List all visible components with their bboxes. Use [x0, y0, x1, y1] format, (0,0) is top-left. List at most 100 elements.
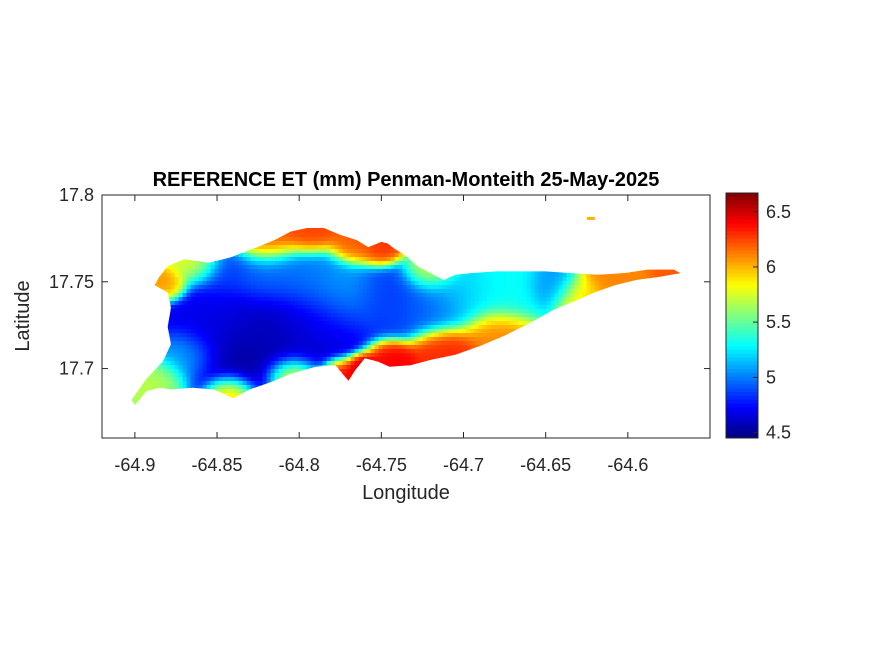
heatmap-cell — [302, 257, 308, 262]
heatmap-cell — [502, 285, 508, 290]
heatmap-cell — [430, 345, 436, 350]
heatmap-cell — [438, 297, 444, 302]
heatmap-cell — [426, 277, 432, 282]
heatmap-cell — [226, 261, 232, 266]
heatmap-cell — [234, 313, 240, 318]
heatmap-cell — [290, 333, 296, 338]
heatmap-cell — [306, 257, 312, 262]
heatmap-cell — [354, 313, 360, 318]
heatmap-cell — [330, 265, 336, 270]
heatmap-cell — [206, 329, 212, 334]
heatmap-cell — [566, 289, 572, 294]
heatmap-cell — [358, 285, 364, 290]
heatmap-cell — [482, 293, 488, 298]
heatmap-cell — [294, 305, 300, 310]
heatmap-cell — [378, 333, 384, 338]
heatmap-cell — [546, 301, 552, 306]
heatmap-cell — [242, 313, 248, 318]
heatmap-cell — [290, 357, 296, 362]
heatmap-cell — [186, 285, 192, 290]
heatmap-cell — [330, 333, 336, 338]
heatmap-cell — [258, 341, 264, 346]
heatmap-cell — [450, 341, 456, 346]
heatmap-cell — [250, 349, 256, 354]
heatmap-cell — [322, 229, 328, 234]
heatmap-cell — [546, 293, 552, 298]
heatmap-cell — [550, 301, 556, 306]
heatmap-cell — [182, 269, 188, 274]
heatmap-cell — [518, 273, 524, 278]
heatmap-cell — [250, 353, 256, 358]
heatmap-cell — [238, 333, 244, 338]
heatmap-cell — [454, 313, 460, 318]
heatmap-cell — [290, 273, 296, 278]
heatmap-cell — [426, 297, 432, 302]
heatmap-cell — [174, 293, 180, 298]
heatmap-cell — [326, 309, 332, 314]
heatmap-cell — [286, 305, 292, 310]
heatmap-cell — [526, 321, 532, 326]
heatmap-cell — [262, 257, 268, 262]
heatmap-cell — [174, 357, 180, 362]
heatmap-cell — [374, 313, 380, 318]
heatmap-cell — [318, 337, 324, 342]
heatmap-cell — [350, 253, 356, 258]
heatmap-cell — [394, 341, 400, 346]
heatmap-cell — [250, 281, 256, 286]
heatmap-cell — [350, 321, 356, 326]
heatmap-cell — [398, 297, 404, 302]
heatmap-cell — [178, 325, 184, 330]
heatmap-cell — [270, 317, 276, 322]
heatmap-cell — [190, 333, 196, 338]
heatmap-cell — [210, 353, 216, 358]
heatmap-cell — [246, 325, 252, 330]
heatmap-cell — [334, 341, 340, 346]
heatmap-cell — [438, 325, 444, 330]
heatmap-cell — [418, 317, 424, 322]
heatmap-cell — [234, 329, 240, 334]
heatmap-cell — [202, 325, 208, 330]
heatmap-cell — [402, 305, 408, 310]
heatmap-cell — [254, 349, 260, 354]
heatmap-cell — [162, 273, 168, 278]
heatmap-cell — [406, 321, 412, 326]
heatmap-cell — [486, 273, 492, 278]
heatmap-cell — [190, 353, 196, 358]
heatmap-cell — [606, 277, 612, 282]
heatmap-cell — [286, 281, 292, 286]
heatmap-cell — [322, 349, 328, 354]
heatmap-cell — [242, 277, 248, 282]
heatmap-cell — [218, 281, 224, 286]
heatmap-cell — [486, 281, 492, 286]
heatmap-cell — [534, 289, 540, 294]
heatmap-cell — [414, 273, 420, 278]
heatmap-cell — [174, 309, 180, 314]
heatmap-cell — [394, 301, 400, 306]
heatmap-cell — [326, 305, 332, 310]
heatmap-cell — [214, 281, 220, 286]
heatmap-cell — [298, 285, 304, 290]
heatmap-cell — [358, 249, 364, 254]
heatmap-cell — [526, 285, 532, 290]
heatmap-cell — [238, 289, 244, 294]
heatmap-cell — [206, 281, 212, 286]
heatmap-cell — [422, 329, 428, 334]
heatmap-cell — [262, 245, 268, 250]
heatmap-cell — [362, 341, 368, 346]
heatmap-cell — [382, 337, 388, 342]
heatmap-cell — [346, 329, 352, 334]
heatmap-cell — [334, 277, 340, 282]
heatmap-cell — [554, 289, 560, 294]
heatmap-cell — [390, 349, 396, 354]
heatmap-cell — [286, 261, 292, 266]
heatmap-cell — [330, 245, 336, 250]
heatmap-cell — [298, 325, 304, 330]
heatmap-cell — [618, 281, 624, 286]
heatmap-cell — [386, 353, 392, 358]
heatmap-cell — [534, 301, 540, 306]
heatmap-cell — [318, 277, 324, 282]
heatmap-cell — [430, 309, 436, 314]
heatmap-cell — [214, 289, 220, 294]
heatmap-cell — [594, 281, 600, 286]
heatmap-cell — [630, 273, 636, 278]
